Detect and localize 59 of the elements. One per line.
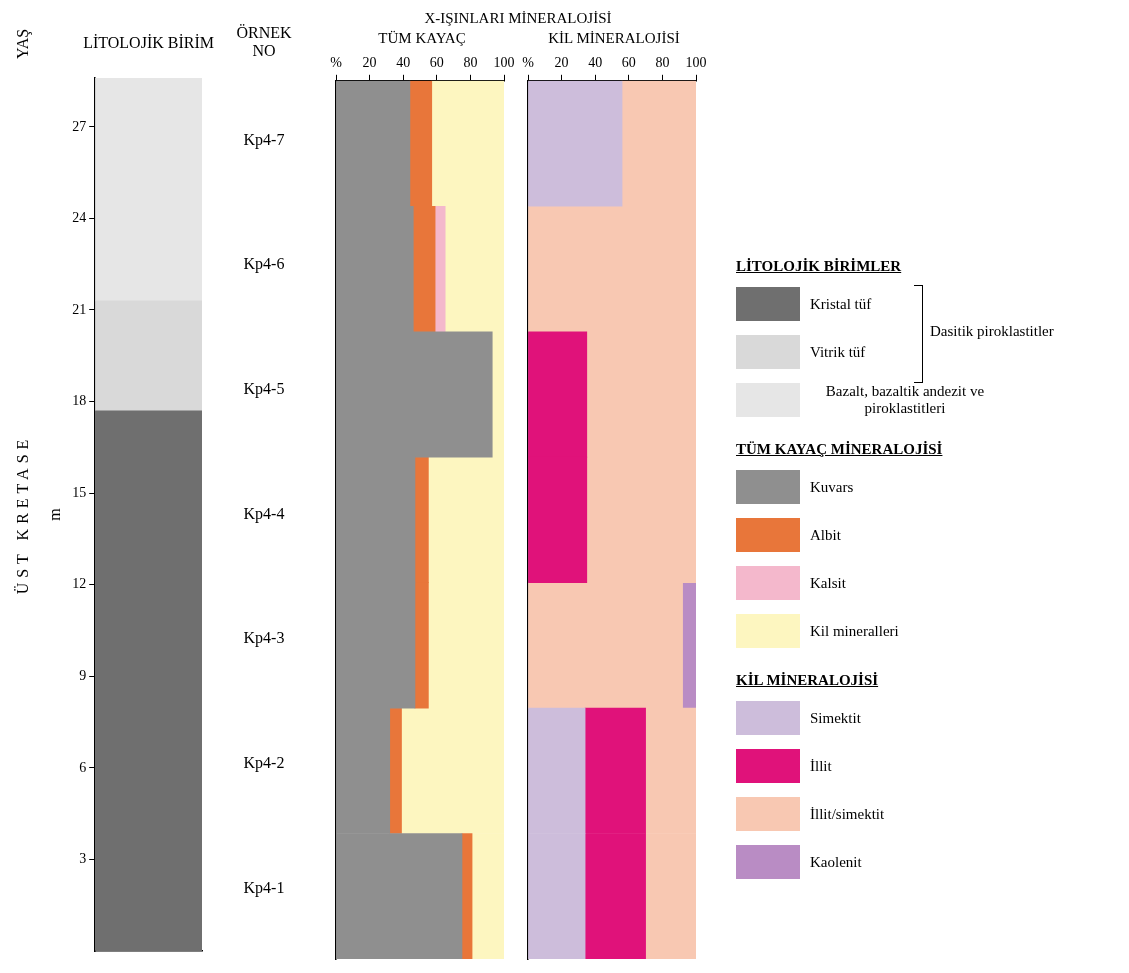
text: Kp4-5 — [243, 379, 285, 398]
bar — [95, 300, 202, 412]
legend-label: Kil mineralleri — [810, 622, 899, 640]
legend-title: KİL MİNERALOJİSİ — [736, 672, 880, 689]
y-tick-label: 15 — [72, 484, 87, 500]
bar — [95, 78, 202, 302]
legend-title: LİTOLOJİK BİRİMLER — [736, 258, 903, 275]
x-tick-label: 60 — [429, 55, 444, 71]
legend-title: TÜM KAYAÇ MİNERALOJİSİ — [736, 441, 944, 458]
y-tick-label: 27 — [72, 118, 87, 134]
legend-label: Albit — [810, 526, 841, 544]
legend-label: Simektit — [810, 709, 861, 727]
x-tick-label: 80 — [463, 55, 478, 71]
text: ÜST KRETASE — [14, 434, 32, 595]
y-axis-title: m — [45, 507, 63, 521]
x-tick-label: 40 — [396, 55, 411, 71]
y-tick-label: 24 — [72, 210, 87, 226]
text: Dasitik piroklastitler — [930, 323, 1054, 340]
text: Kp4-7 — [243, 130, 285, 149]
y-tick-label: 6 — [79, 759, 87, 775]
x-tick-label: 100 — [493, 55, 515, 71]
text: Kp4-4 — [243, 504, 285, 523]
legend-label: Kristal tüf — [810, 295, 872, 313]
text: Kp4-3 — [243, 629, 285, 648]
x-tick-label: 80 — [655, 55, 670, 71]
legend-label: Vitrik tüf — [810, 343, 866, 361]
text: ÖRNEK NO — [236, 24, 292, 60]
legend-label: İllit — [810, 757, 832, 775]
legend-label: Kuvars — [810, 478, 854, 496]
legend-label: Kalsit — [810, 574, 846, 592]
x-tick-label: % — [330, 55, 343, 71]
chart-title: X-IŞINLARI MİNERALOJİSİ — [423, 10, 613, 27]
bar — [461, 833, 473, 959]
x-tick-label: 100 — [685, 55, 707, 71]
text: Kp4-1 — [243, 878, 285, 897]
text: YAŞ — [14, 28, 33, 60]
legend-label: Bazalt, bazaltik andezit ve piroklastitleri — [824, 383, 986, 417]
y-tick-label: 12 — [72, 576, 87, 592]
x-tick-label: 40 — [588, 55, 603, 71]
y-tick-label: 3 — [79, 851, 87, 867]
x-tick-label: 60 — [621, 55, 636, 71]
bar — [682, 582, 696, 709]
legend-label: Kaolenit — [810, 853, 862, 871]
y-tick-label: 21 — [72, 301, 87, 317]
chart-title: LİTOLOJİK BİRİM — [83, 34, 215, 52]
x-tick-label: 20 — [362, 55, 377, 71]
text: Kp4-2 — [243, 754, 285, 773]
bar — [389, 707, 402, 834]
chart-subtitle: TÜM KAYAÇ — [377, 30, 467, 47]
chart-subtitle: KİL MİNERALOJİSİ — [547, 30, 681, 47]
x-tick-label: 20 — [554, 55, 569, 71]
y-tick-label: 18 — [72, 393, 87, 409]
text: Kp4-6 — [243, 255, 285, 274]
bar — [95, 410, 202, 951]
bar — [528, 80, 623, 207]
x-tick-label: % — [522, 55, 535, 71]
bar — [434, 205, 446, 333]
y-tick-label: 9 — [79, 667, 87, 683]
legend-label: İllit/simektit — [810, 805, 885, 823]
